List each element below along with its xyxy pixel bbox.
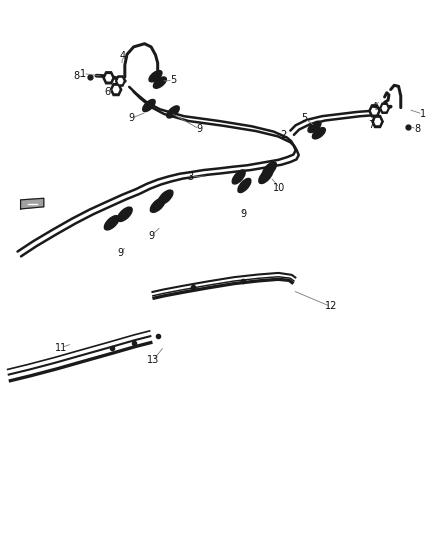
- Polygon shape: [258, 273, 279, 281]
- Polygon shape: [135, 336, 152, 346]
- Ellipse shape: [143, 100, 155, 111]
- Polygon shape: [29, 362, 57, 376]
- Polygon shape: [110, 84, 122, 95]
- Text: 9: 9: [196, 124, 202, 134]
- Text: 8: 8: [414, 124, 420, 134]
- Text: 9: 9: [128, 114, 134, 123]
- Text: 8: 8: [74, 71, 80, 81]
- Ellipse shape: [259, 168, 273, 183]
- Text: 1: 1: [420, 109, 426, 119]
- Polygon shape: [371, 108, 377, 114]
- Ellipse shape: [104, 216, 119, 230]
- Polygon shape: [278, 273, 292, 280]
- Polygon shape: [380, 103, 389, 114]
- Polygon shape: [207, 277, 234, 288]
- Ellipse shape: [158, 190, 173, 204]
- Polygon shape: [374, 118, 380, 125]
- Text: 11: 11: [55, 343, 67, 352]
- Text: 5: 5: [170, 76, 176, 85]
- Polygon shape: [103, 72, 114, 84]
- Text: 1: 1: [80, 69, 86, 78]
- Text: 5: 5: [301, 114, 307, 123]
- Text: 2: 2: [281, 131, 287, 140]
- Polygon shape: [21, 198, 44, 209]
- Text: 9: 9: [148, 231, 154, 240]
- Polygon shape: [163, 286, 184, 296]
- Polygon shape: [372, 116, 383, 127]
- Text: 10: 10: [273, 183, 286, 192]
- Ellipse shape: [149, 70, 162, 82]
- Polygon shape: [183, 281, 208, 292]
- Text: 3: 3: [187, 172, 194, 182]
- Polygon shape: [110, 340, 136, 353]
- Ellipse shape: [262, 162, 276, 177]
- Polygon shape: [152, 289, 164, 298]
- Polygon shape: [116, 76, 125, 86]
- Polygon shape: [289, 275, 296, 284]
- Polygon shape: [382, 106, 387, 111]
- Ellipse shape: [150, 198, 165, 212]
- Text: 12: 12: [325, 302, 337, 311]
- Ellipse shape: [308, 121, 321, 133]
- Polygon shape: [8, 369, 31, 381]
- Ellipse shape: [167, 106, 179, 118]
- Text: 9: 9: [117, 248, 124, 258]
- Polygon shape: [113, 86, 119, 93]
- Polygon shape: [82, 347, 112, 361]
- Ellipse shape: [238, 179, 251, 192]
- Text: 9: 9: [240, 209, 246, 219]
- Polygon shape: [369, 105, 380, 117]
- Polygon shape: [118, 78, 123, 84]
- Ellipse shape: [232, 170, 245, 184]
- Ellipse shape: [117, 207, 132, 221]
- Ellipse shape: [153, 77, 166, 88]
- Polygon shape: [56, 355, 83, 369]
- Text: 4: 4: [372, 102, 378, 111]
- Text: 4: 4: [120, 51, 126, 61]
- Polygon shape: [106, 75, 111, 81]
- Text: 6: 6: [104, 87, 110, 96]
- Text: 13: 13: [147, 355, 159, 365]
- Text: 7: 7: [368, 120, 374, 130]
- Ellipse shape: [312, 127, 325, 139]
- Polygon shape: [234, 274, 258, 284]
